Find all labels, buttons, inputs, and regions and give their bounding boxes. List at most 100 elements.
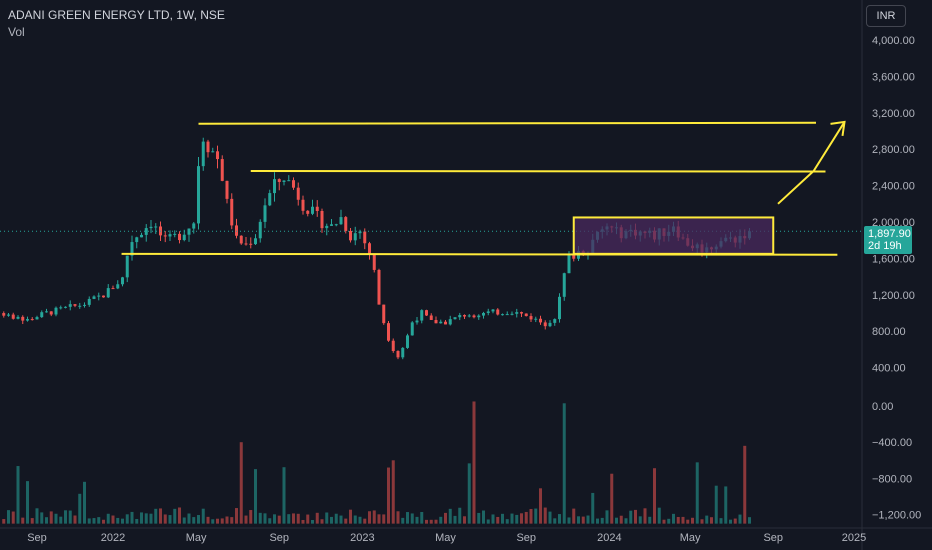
candle-body [2, 313, 6, 316]
volume-bar [691, 517, 694, 524]
candle-body [325, 225, 329, 229]
volume-bar [263, 513, 267, 524]
volume-bar [334, 513, 338, 524]
volume-tick-label: −400.00 [872, 437, 912, 449]
volume-bar [686, 519, 690, 524]
volume-bar [330, 516, 333, 524]
time-tick-label: 2023 [350, 532, 374, 544]
candle-body [434, 319, 438, 324]
candle-body [111, 288, 115, 290]
volume-bar [372, 510, 376, 524]
volume-bar [206, 516, 210, 524]
candle-body [225, 180, 229, 199]
volume-bar [486, 519, 490, 524]
volume-bar [724, 486, 728, 524]
volume-bar [653, 468, 656, 524]
volume-bar [92, 518, 96, 524]
volume-bar [415, 516, 419, 524]
volume-bar [54, 513, 58, 524]
candle-body [230, 198, 234, 226]
candle-body [273, 179, 276, 194]
candle-body [92, 296, 96, 299]
volume-bar [738, 514, 742, 524]
volume-bar [567, 517, 571, 524]
candle-body [491, 309, 495, 312]
volume-indicator-label: Vol [8, 25, 25, 39]
volume-bar [235, 508, 238, 524]
volume-bar [710, 517, 713, 524]
breakout-arrow-head [830, 120, 846, 137]
time-tick-label: 2024 [597, 532, 621, 544]
candle-body [263, 205, 267, 222]
candle-body [496, 309, 500, 315]
candle-body [458, 315, 462, 318]
candle-body [106, 288, 110, 298]
volume-bar [277, 515, 281, 524]
volume-bar [629, 510, 633, 524]
candle-body [40, 312, 44, 318]
candle-body [311, 206, 314, 214]
volume-bar [391, 460, 395, 524]
candle-body [396, 350, 400, 358]
volume-bar [624, 518, 628, 524]
volume-bar [192, 517, 196, 524]
candle-body [135, 237, 139, 243]
candle-body [192, 223, 196, 229]
candle-body [16, 316, 20, 319]
volume-tick-label: −800.00 [872, 473, 912, 485]
volume-bar [35, 508, 39, 524]
volume-bar [591, 492, 595, 524]
candle-body [372, 254, 376, 270]
volume-bar [524, 511, 528, 524]
volume-bar [662, 519, 666, 524]
candle-body [206, 141, 210, 153]
candle-body [30, 319, 34, 321]
candle-body [486, 311, 490, 313]
volume-bar [320, 519, 324, 524]
volume-bar [520, 513, 523, 524]
volume-bar [273, 514, 276, 524]
volume-bar [73, 515, 77, 524]
volume-bar [220, 518, 224, 524]
currency-selector[interactable]: INR [866, 5, 906, 27]
volume-bar [529, 508, 533, 524]
candle-body [173, 233, 177, 235]
candle-body [444, 321, 447, 325]
volume-bar [548, 511, 552, 524]
volume-bar [182, 517, 186, 524]
candle-body [520, 312, 523, 314]
volume-bar [453, 515, 457, 524]
candle-body [187, 228, 191, 235]
candle-body [453, 317, 457, 320]
candle-body [220, 159, 224, 181]
candle-body [558, 296, 561, 320]
volume-bar [634, 509, 637, 524]
last-price-value: 1,897.90 [868, 228, 911, 240]
candle-body [68, 304, 72, 307]
volume-tick-label: 0.00 [872, 401, 893, 413]
volume-bar [705, 515, 709, 524]
volume-bar [325, 512, 329, 524]
candle-body [73, 304, 77, 306]
candle-body [301, 199, 305, 211]
candle-body [572, 255, 576, 259]
candle-body [401, 347, 405, 358]
volume-bar [539, 488, 542, 524]
volume-bar [572, 508, 576, 524]
time-tick-label: Sep [269, 532, 289, 544]
candle-body [249, 243, 253, 245]
volume-bar [719, 518, 723, 524]
candle-body [296, 187, 300, 200]
candle-body [306, 210, 310, 214]
volume-bar [125, 514, 129, 524]
volume-bar [643, 508, 647, 524]
candle-body [524, 313, 528, 317]
candle-body [292, 180, 295, 188]
candle-body [467, 315, 471, 317]
candle-body [154, 226, 158, 228]
volume-bar [619, 515, 623, 524]
price-tick-label: 3,600.00 [872, 71, 915, 83]
candle-body [11, 314, 15, 319]
